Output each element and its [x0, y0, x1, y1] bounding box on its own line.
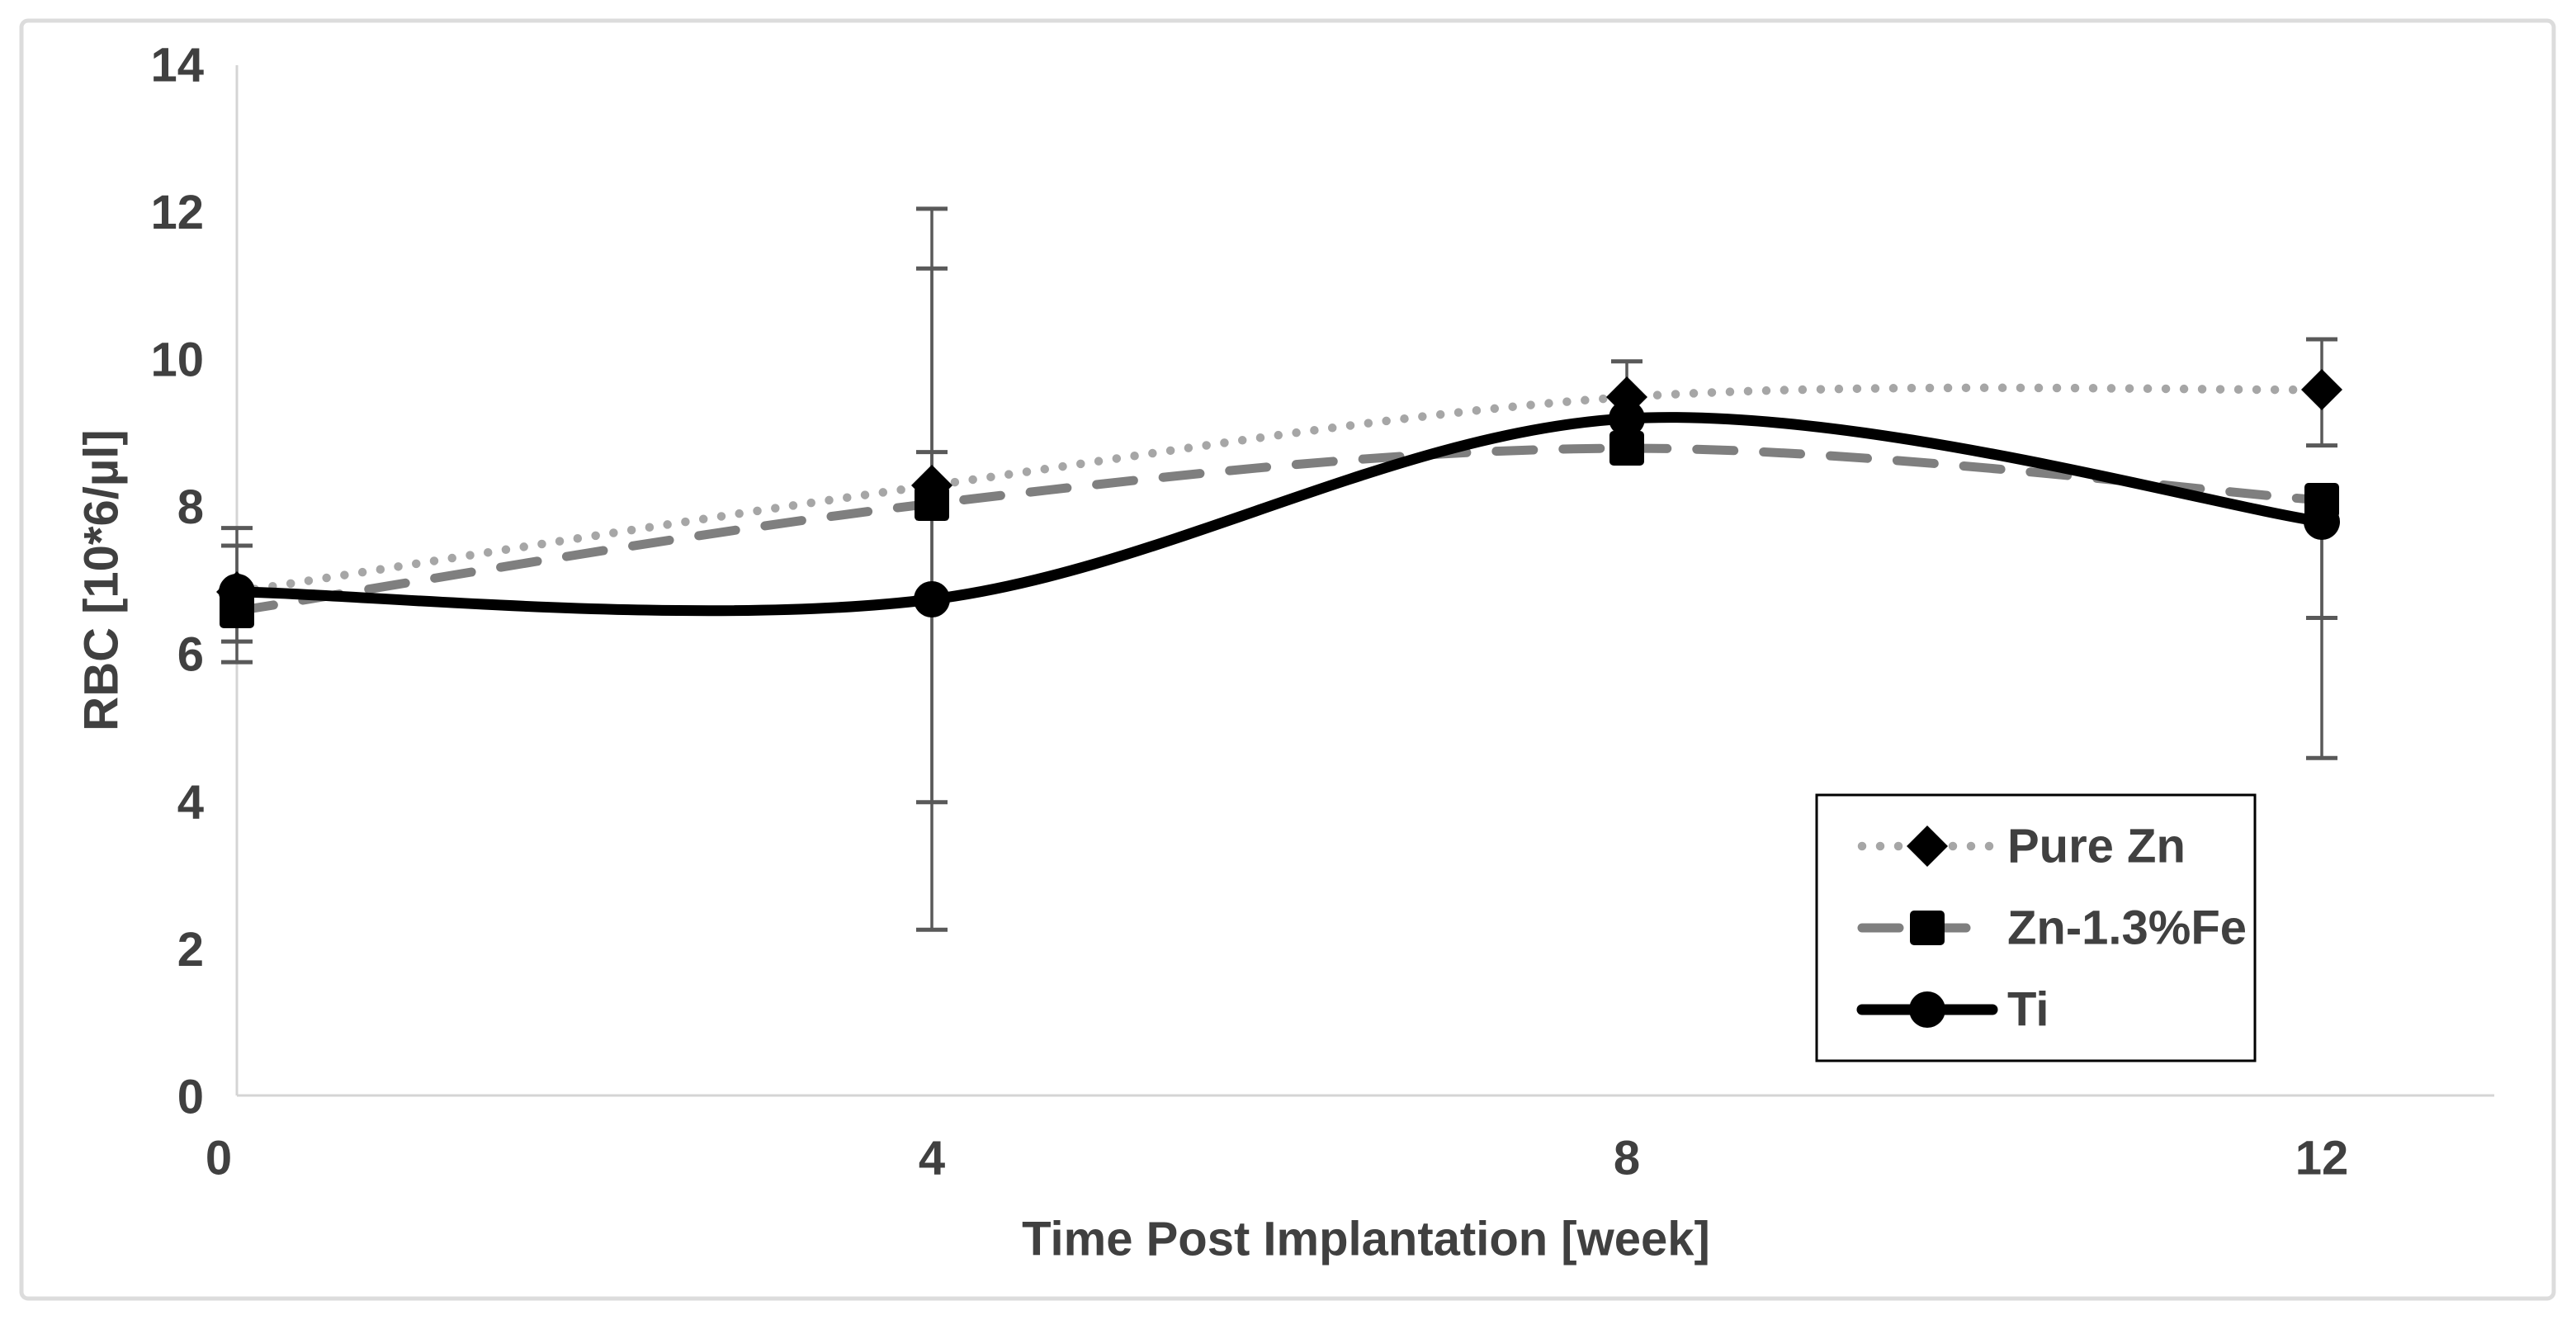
x-tick-label: 4 — [919, 1132, 945, 1185]
legend-box — [1815, 793, 2257, 1062]
legend-marker-square — [1910, 911, 1945, 945]
marker-ti-week-12 — [2304, 504, 2340, 540]
y-tick-label: 10 — [150, 334, 204, 387]
x-axis-title: Time Post Implantation [week] — [1022, 1212, 1710, 1266]
x-tick-label: 8 — [1614, 1132, 1640, 1185]
y-axis-title: RBC [10*6/µl] — [74, 429, 128, 731]
legend-label-zn-1-3-fe: Zn-1.3%Fe — [2007, 901, 2247, 955]
legend-label-ti: Ti — [2007, 983, 2049, 1037]
y-tick-label: 2 — [177, 923, 204, 977]
y-tick-label: 14 — [150, 38, 204, 92]
marker-ti-week-4 — [914, 581, 950, 617]
y-tick-label: 4 — [177, 775, 204, 829]
marker-pure-zn-week-12 — [2301, 369, 2342, 410]
series-line-pure-zn — [232, 383, 2327, 597]
legend-label-pure-zn: Pure Zn — [2007, 820, 2186, 873]
series-line-ti — [231, 412, 2328, 617]
marker-ti-week-8 — [1609, 400, 1645, 437]
figure-border — [19, 18, 2556, 1301]
x-tick-label: 12 — [2295, 1132, 2349, 1185]
y-tick-label: 12 — [150, 186, 204, 239]
legend-marker-circle — [1909, 991, 1945, 1028]
y-tick-label: 8 — [177, 480, 204, 534]
legend-marker-diamond — [1907, 826, 1948, 867]
x-tick-label: 0 — [206, 1132, 232, 1185]
marker-ti-week-0 — [219, 574, 255, 610]
y-tick-label: 0 — [177, 1071, 204, 1124]
marker-zn-1-3-fe-week-8 — [1609, 431, 1644, 466]
marker-zn-1-3-fe-week-4 — [915, 486, 949, 521]
series-line-zn-1-3-fe — [232, 443, 2327, 616]
y-tick-label: 6 — [177, 628, 204, 682]
